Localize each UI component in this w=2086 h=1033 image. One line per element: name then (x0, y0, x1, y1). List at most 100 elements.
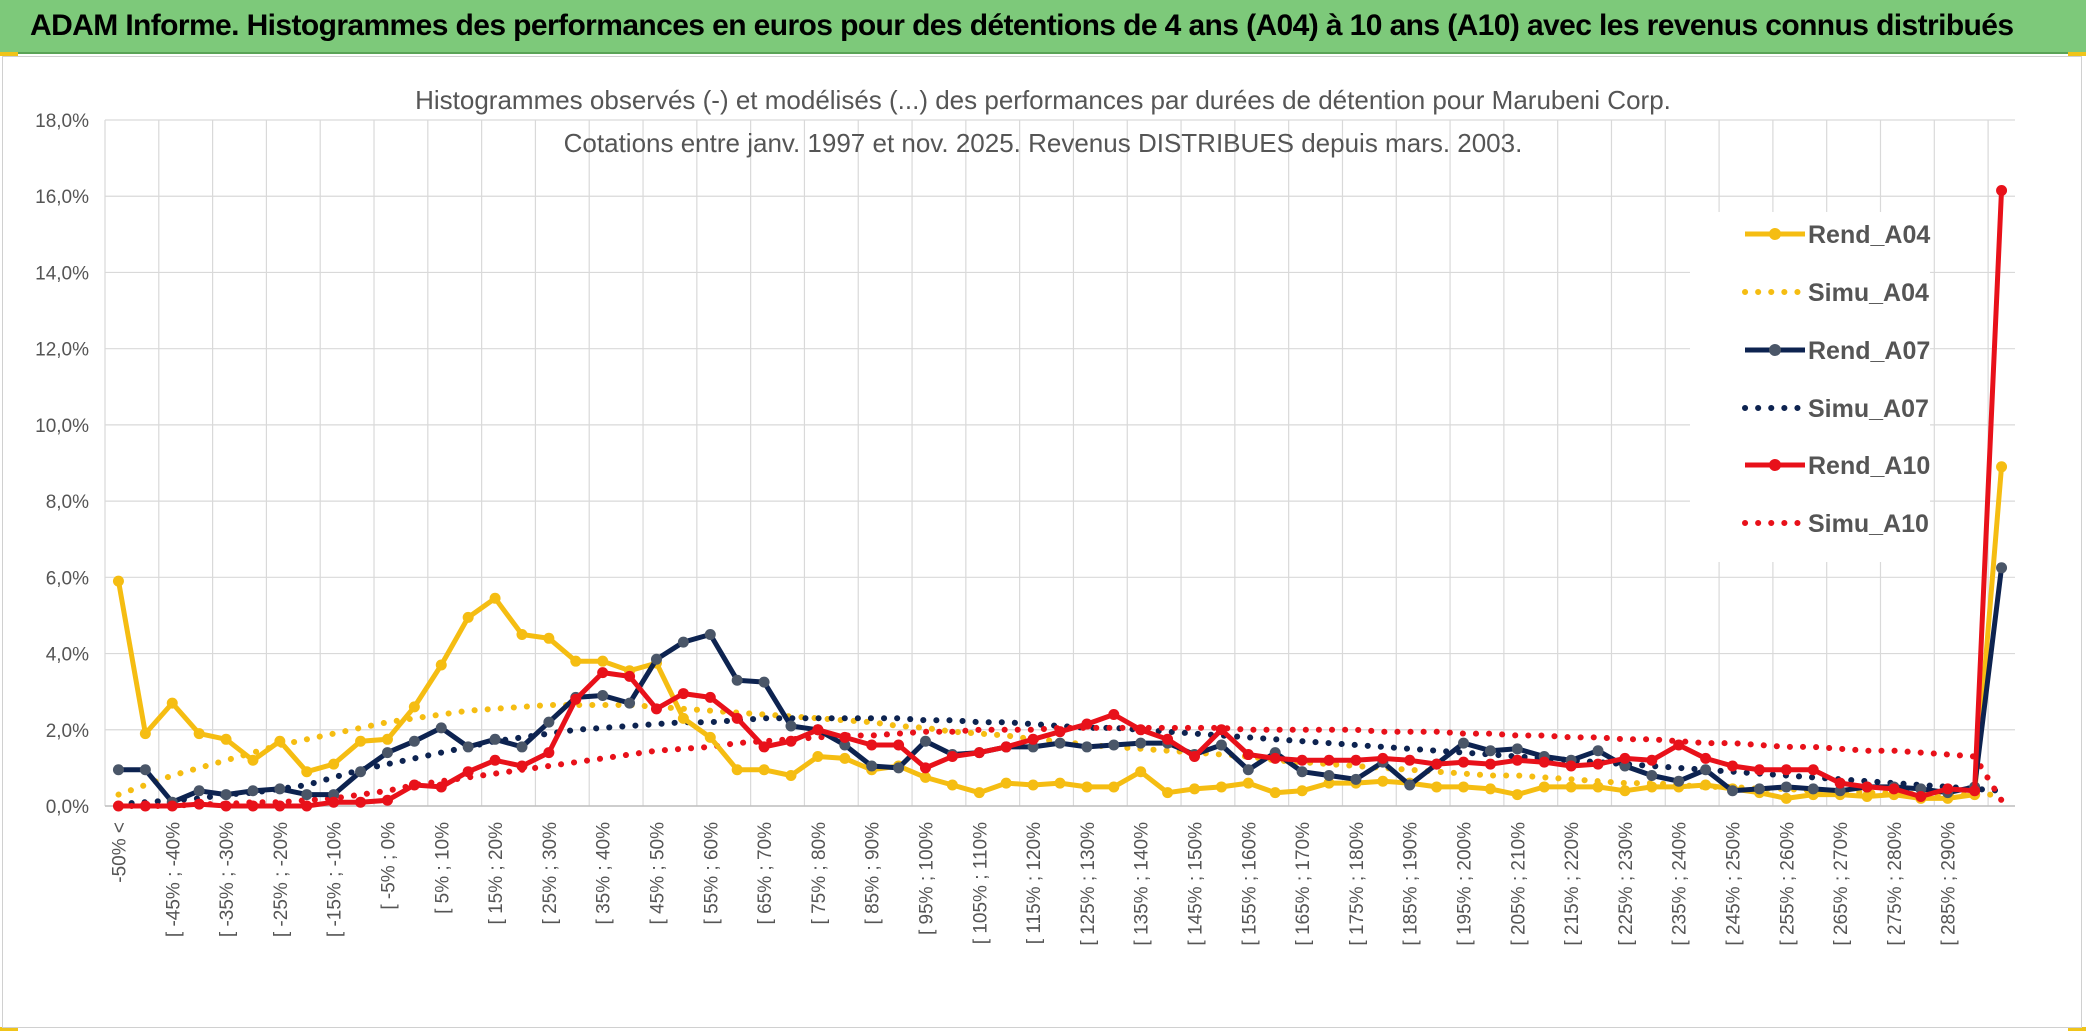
data-point (1861, 781, 1873, 793)
data-point (1619, 760, 1631, 772)
x-tick-label: [ 115% ; 120% (1024, 822, 1045, 944)
data-point (1215, 739, 1227, 751)
data-point (1592, 781, 1604, 793)
data-point (758, 764, 770, 776)
data-point (1565, 781, 1577, 793)
data-point (946, 750, 958, 762)
data-point (1027, 741, 1039, 753)
x-tick-label: [ 35% ; 40% (594, 822, 615, 925)
data-point (1081, 781, 1093, 793)
data-point (1431, 758, 1443, 770)
data-point (516, 629, 528, 640)
x-tick-label: [ -35% ; -30% (217, 822, 238, 937)
data-point (1753, 783, 1765, 795)
data-point (1861, 790, 1873, 802)
data-point (1780, 781, 1792, 793)
data-point (677, 688, 689, 700)
data-point (112, 800, 124, 812)
data-point (1458, 756, 1470, 768)
data-point (112, 764, 124, 776)
data-point (1000, 777, 1012, 789)
x-tick-label: [ 215% ; 220% (1562, 822, 1583, 946)
legend-entry-rend_a10: Rend_A10 (1745, 452, 1930, 480)
data-point (650, 703, 662, 715)
data-point (1592, 758, 1604, 770)
series-rend_a07 (112, 562, 2008, 808)
data-point (1700, 779, 1712, 791)
data-point (650, 653, 662, 665)
data-point (597, 689, 609, 701)
x-tick-label: [ -25% ; -20% (271, 822, 292, 937)
data-point (1646, 770, 1658, 782)
data-point (812, 750, 824, 762)
series-layer (112, 185, 2008, 812)
data-point (1404, 754, 1416, 766)
data-point (704, 629, 716, 640)
data-point (1484, 783, 1496, 795)
chart-title: Histogrammes observés (-) et modélisés (… (415, 85, 1671, 115)
data-point (139, 800, 151, 812)
data-point (1565, 760, 1577, 772)
x-tick-label: [ 25% ; 30% (540, 822, 561, 925)
data-point (516, 760, 528, 772)
data-point (1538, 756, 1550, 768)
data-point (946, 779, 958, 791)
data-point (274, 735, 286, 747)
x-tick-label: [ 175% ; 180% (1347, 822, 1368, 946)
data-point (570, 655, 582, 667)
data-point (408, 779, 420, 791)
legend-label: Rend_A10 (1808, 452, 1930, 480)
data-point (1404, 779, 1416, 791)
data-point (1296, 766, 1308, 778)
legend-entry-simu_a07: Simu_A07 (1742, 395, 1929, 423)
y-tick-label: 0,0% (46, 797, 89, 818)
data-point (785, 770, 797, 782)
x-tick-label: [ 125% ; 130% (1078, 822, 1099, 946)
x-tick-label: [ 205% ; 210% (1508, 822, 1529, 946)
chart-grid (104, 119, 2015, 807)
corner-accent-left (0, 52, 18, 56)
data-point (328, 796, 340, 808)
data-point (1915, 783, 1927, 795)
data-point (1753, 764, 1765, 776)
data-point (704, 691, 716, 703)
x-tick-label: [ 195% ; 200% (1455, 822, 1476, 946)
y-tick-label: 18,0% (35, 111, 89, 132)
data-point (408, 701, 420, 713)
data-point (355, 766, 367, 778)
data-point (139, 728, 151, 740)
data-point (193, 728, 205, 740)
data-point (677, 712, 689, 724)
data-point (839, 752, 851, 764)
data-point (1350, 754, 1362, 766)
data-point (1511, 743, 1523, 755)
x-tick-label: [ 285% ; 290% (1939, 822, 1960, 946)
data-point (328, 789, 340, 801)
data-point (274, 800, 286, 812)
x-tick-label: [ 45% ; 50% (647, 822, 668, 925)
data-point (919, 762, 931, 774)
data-point (866, 739, 878, 751)
data-point (758, 676, 770, 688)
data-point (893, 739, 905, 751)
data-point (1511, 754, 1523, 766)
data-point (193, 798, 205, 810)
data-point (435, 722, 447, 734)
data-point (1969, 785, 1981, 797)
data-point (301, 800, 313, 812)
data-point (1242, 749, 1254, 761)
data-point (1915, 790, 1927, 802)
data-point (1350, 773, 1362, 785)
data-point (1942, 783, 1954, 795)
data-point (1484, 745, 1496, 757)
data-point (1296, 754, 1308, 766)
data-point (1619, 785, 1631, 797)
x-tick-label: [ 155% ; 160% (1239, 822, 1260, 946)
data-point (1458, 737, 1470, 749)
data-point (1592, 745, 1604, 757)
data-point (1108, 709, 1120, 721)
x-tick-label: [ 95% ; 100% (916, 822, 937, 935)
data-point (543, 747, 555, 759)
data-point (381, 794, 393, 806)
